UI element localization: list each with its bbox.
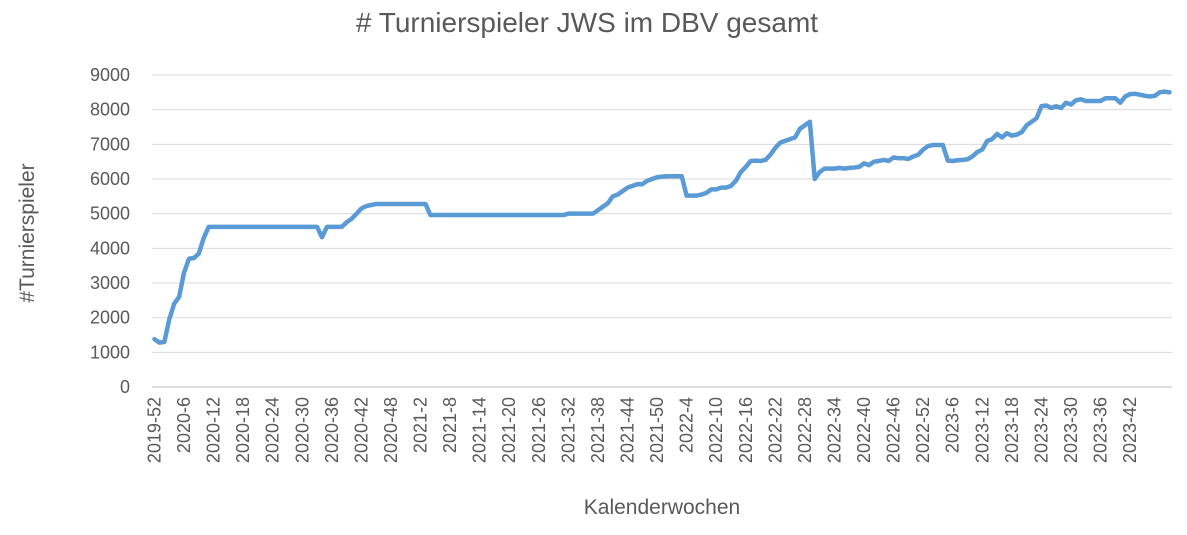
- y-tick-label: 9000: [90, 65, 130, 85]
- x-tick-label: 2020-6: [174, 397, 194, 453]
- y-axis-ticks: 0 1000 2000 3000 4000 5000 6000 7000 8000 9000: [90, 65, 130, 397]
- x-tick-label: 2021-38: [588, 397, 608, 463]
- x-tick-label: 2020-42: [351, 397, 371, 463]
- x-tick-label: 2021-8: [440, 397, 460, 453]
- y-tick-label: 4000: [90, 238, 130, 258]
- y-tick-label: 6000: [90, 169, 130, 189]
- x-tick-label: 2022-4: [677, 397, 697, 453]
- x-tick-label: 2021-20: [499, 397, 519, 463]
- x-tick-label: 2021-50: [647, 397, 667, 463]
- y-tick-label: 1000: [90, 342, 130, 362]
- x-tick-label: 2023-30: [1061, 397, 1081, 463]
- x-tick-label: 2022-22: [765, 397, 785, 463]
- series-line: [152, 89, 1172, 345]
- x-tick-label: 2023-36: [1091, 397, 1111, 463]
- x-tick-label: 2020-36: [322, 397, 342, 463]
- x-tick-label: 2022-28: [795, 397, 815, 463]
- x-tick-label: 2022-16: [736, 397, 756, 463]
- y-tick-label: 7000: [90, 134, 130, 154]
- x-tick-label: 2022-40: [854, 397, 874, 463]
- x-tick-label: 2022-52: [913, 397, 933, 463]
- y-tick-label: 3000: [90, 273, 130, 293]
- x-axis-label: Kalenderwochen: [584, 496, 740, 519]
- x-axis-ticks: 2019-52 2020-6 2020-12 2020-18 2020-24 2020-3…: [144, 397, 1140, 463]
- x-tick-label: 2020-24: [263, 397, 283, 463]
- y-axis-label: #Turnierspieler: [16, 163, 39, 302]
- x-tick-label: 2022-10: [706, 397, 726, 463]
- x-tick-label: 2019-52: [144, 397, 164, 463]
- x-tick-label: 2021-44: [618, 397, 638, 463]
- x-tick-label: 2023-12: [972, 397, 992, 463]
- x-tick-label: 2020-48: [381, 397, 401, 463]
- x-tick-label: 2023-24: [1031, 397, 1051, 463]
- x-tick-label: 2021-2: [411, 397, 431, 453]
- x-tick-label: 2021-14: [470, 397, 490, 463]
- x-tick-label: 2022-34: [824, 397, 844, 463]
- x-tick-label: 2020-12: [204, 397, 224, 463]
- y-tick-label: 8000: [90, 100, 130, 120]
- chart-title: # Turnierspieler JWS im DBV gesamt: [356, 7, 818, 38]
- gridlines: [152, 74, 1172, 353]
- x-tick-label: 2023-6: [943, 397, 963, 453]
- x-tick-label: 2023-42: [1120, 397, 1140, 463]
- x-tick-label: 2020-18: [233, 397, 253, 463]
- y-tick-label: 0: [120, 377, 130, 397]
- y-tick-label: 5000: [90, 204, 130, 224]
- x-tick-label: 2021-26: [529, 397, 549, 463]
- x-tick-label: 2020-30: [292, 397, 312, 463]
- x-tick-label: 2023-18: [1002, 397, 1022, 463]
- x-tick-label: 2022-46: [884, 397, 904, 463]
- x-tick-label: 2021-32: [558, 397, 578, 463]
- y-tick-label: 2000: [90, 308, 130, 328]
